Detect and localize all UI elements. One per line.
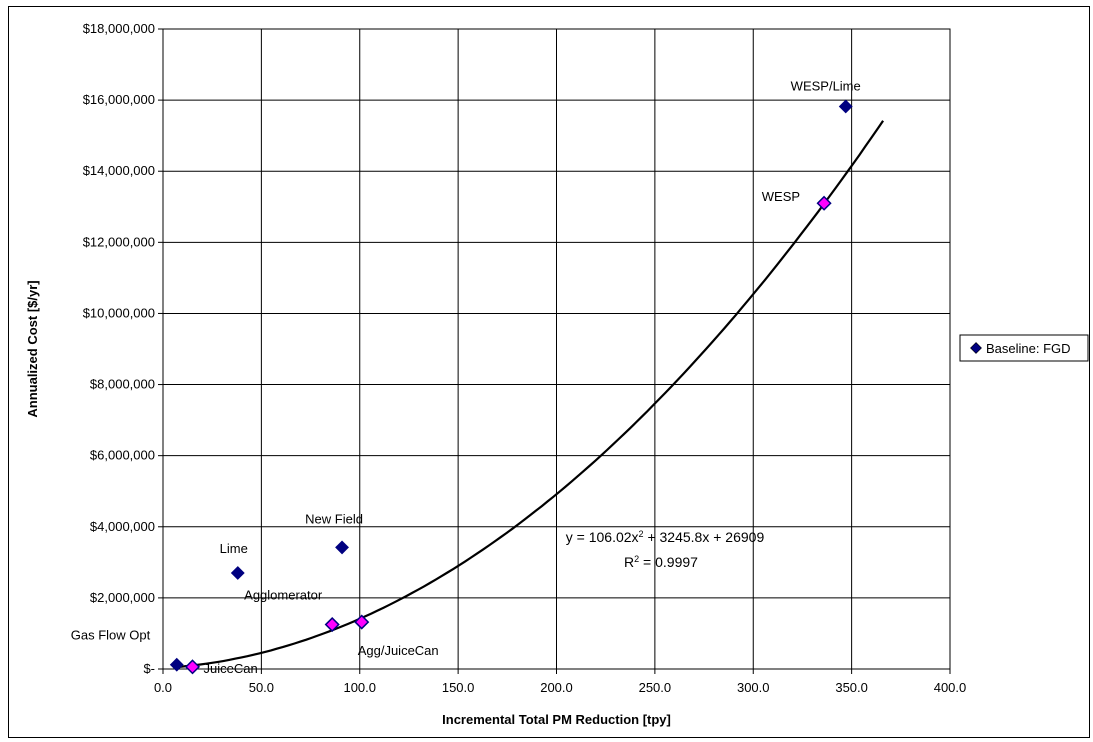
data-point-label: WESP bbox=[762, 189, 800, 204]
data-point bbox=[169, 657, 184, 672]
x-tick-label: 300.0 bbox=[737, 680, 770, 695]
data-point bbox=[354, 614, 370, 630]
data-point-labels: Gas Flow Opt JuiceCan Lime Agglomerator New … bbox=[71, 79, 861, 676]
data-point-label: Lime bbox=[220, 541, 248, 556]
y-tick-label: $18,000,000 bbox=[83, 21, 155, 36]
data-point-label: WESP/Lime bbox=[791, 79, 861, 94]
y-tick-label: $14,000,000 bbox=[83, 163, 155, 178]
data-point-label: Agg/JuiceCan bbox=[358, 643, 439, 658]
data-point-label: New Field bbox=[305, 511, 363, 526]
x-tick-label: 50.0 bbox=[249, 680, 274, 695]
data-point bbox=[816, 195, 832, 211]
y-tick-label: $16,000,000 bbox=[83, 92, 155, 107]
data-point-label: Gas Flow Opt bbox=[71, 628, 151, 643]
y-axis-title: Annualized Cost [$/yr] bbox=[25, 280, 40, 417]
legend-marker-icon bbox=[970, 342, 982, 354]
data-point bbox=[324, 616, 340, 633]
y-tick-label: $12,000,000 bbox=[83, 234, 155, 249]
x-tick-label: 150.0 bbox=[442, 680, 475, 695]
legend: Baseline: FGD bbox=[959, 334, 1089, 362]
data-point bbox=[335, 540, 349, 555]
gridlines bbox=[162, 28, 951, 670]
trendline bbox=[176, 120, 885, 669]
trendline-equation: y = 106.02x2 + 3245.8x + 26909 bbox=[566, 529, 765, 545]
x-tick-label: 400.0 bbox=[934, 680, 967, 695]
y-tick-label: $8,000,000 bbox=[90, 377, 155, 392]
data-point-label: JuiceCan bbox=[204, 661, 258, 676]
y-tick-label: $- bbox=[143, 661, 155, 676]
x-tick-label: 0.0 bbox=[154, 680, 172, 695]
y-tick-label: $10,000,000 bbox=[83, 305, 155, 320]
x-axis-title: Incremental Total PM Reduction [tpy] bbox=[442, 712, 671, 727]
trendline-r-squared: R2 = 0.9997 bbox=[624, 554, 698, 570]
x-axis-ticks: 0.0 50.0 100.0 150.0 200.0 250.0 300.0 350.0 400… bbox=[154, 669, 966, 695]
chart-frame bbox=[8, 6, 1090, 738]
x-tick-label: 100.0 bbox=[343, 680, 376, 695]
y-tick-label: $2,000,000 bbox=[90, 590, 155, 605]
data-point bbox=[230, 566, 245, 580]
y-axis-ticks: $- $2,000,000 $4,000,000 $6,000,000 $8,000,0… bbox=[83, 21, 163, 676]
data-points bbox=[169, 99, 853, 675]
data-point bbox=[838, 99, 853, 114]
data-point-label: Agglomerator bbox=[244, 588, 323, 603]
y-tick-label: $4,000,000 bbox=[90, 519, 155, 534]
legend-label: Baseline: FGD bbox=[986, 341, 1071, 356]
x-tick-label: 350.0 bbox=[835, 680, 868, 695]
x-tick-label: 250.0 bbox=[639, 680, 672, 695]
data-point bbox=[184, 659, 201, 675]
x-tick-label: 200.0 bbox=[540, 680, 573, 695]
y-tick-label: $6,000,000 bbox=[90, 448, 155, 463]
